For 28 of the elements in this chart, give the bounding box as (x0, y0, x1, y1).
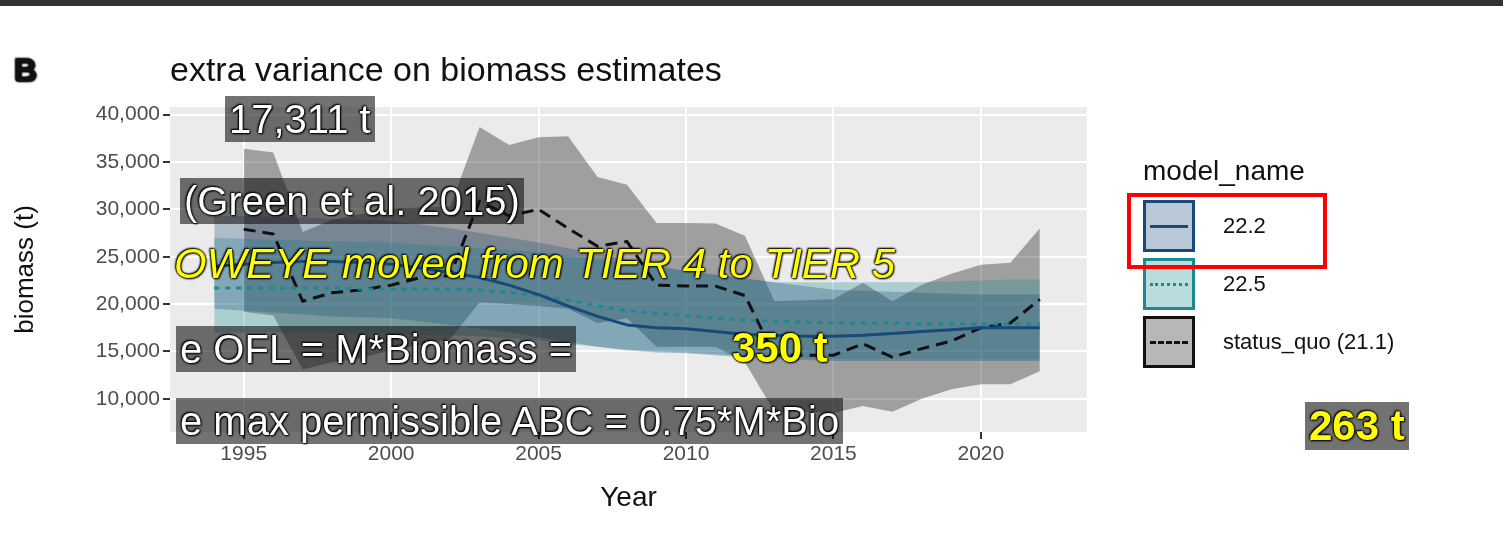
x-axis-title: Year (600, 480, 657, 512)
x-tick-label: 2005 (515, 441, 562, 465)
y-tick-label: 20,000 (95, 290, 160, 314)
x-tick-label: 2020 (957, 441, 1005, 465)
annotation: 350 t (732, 324, 828, 373)
chart-title: extra variance on biomass estimates (170, 50, 722, 89)
y-tick-label: 35,000 (95, 148, 160, 172)
y-tick-label: 10,000 (95, 385, 160, 409)
y-axis-title: biomass (t) (8, 205, 39, 334)
legend-label: 22.2 (1223, 213, 1266, 239)
legend-label: status_quo (21.1) (1223, 329, 1395, 355)
y-tick-label: 25,000 (95, 243, 160, 267)
y-tick-label: 15,000 (95, 338, 160, 362)
annotation: e OFL = M*Biomass = (176, 326, 576, 372)
annotation: (Green et al. 2015) (180, 178, 524, 224)
x-tick-label: 2010 (662, 441, 710, 465)
annotation: e max permissible ABC = 0.75*M*Bio (176, 398, 844, 444)
text: B (14, 52, 38, 89)
y-tick-label: 30,000 (95, 196, 160, 220)
legend-label: 22.5 (1223, 271, 1266, 297)
annotation: 17,311 t (225, 96, 375, 142)
x-tick-label: 2015 (810, 441, 857, 465)
line-series (212, 286, 1042, 326)
text: 263 t (1305, 402, 1409, 451)
legend-title: model_name (1143, 155, 1306, 187)
y-tick-label: 40,000 (95, 101, 160, 125)
x-tick-label: 1995 (220, 441, 268, 465)
x-tick-label: 2000 (367, 441, 415, 465)
